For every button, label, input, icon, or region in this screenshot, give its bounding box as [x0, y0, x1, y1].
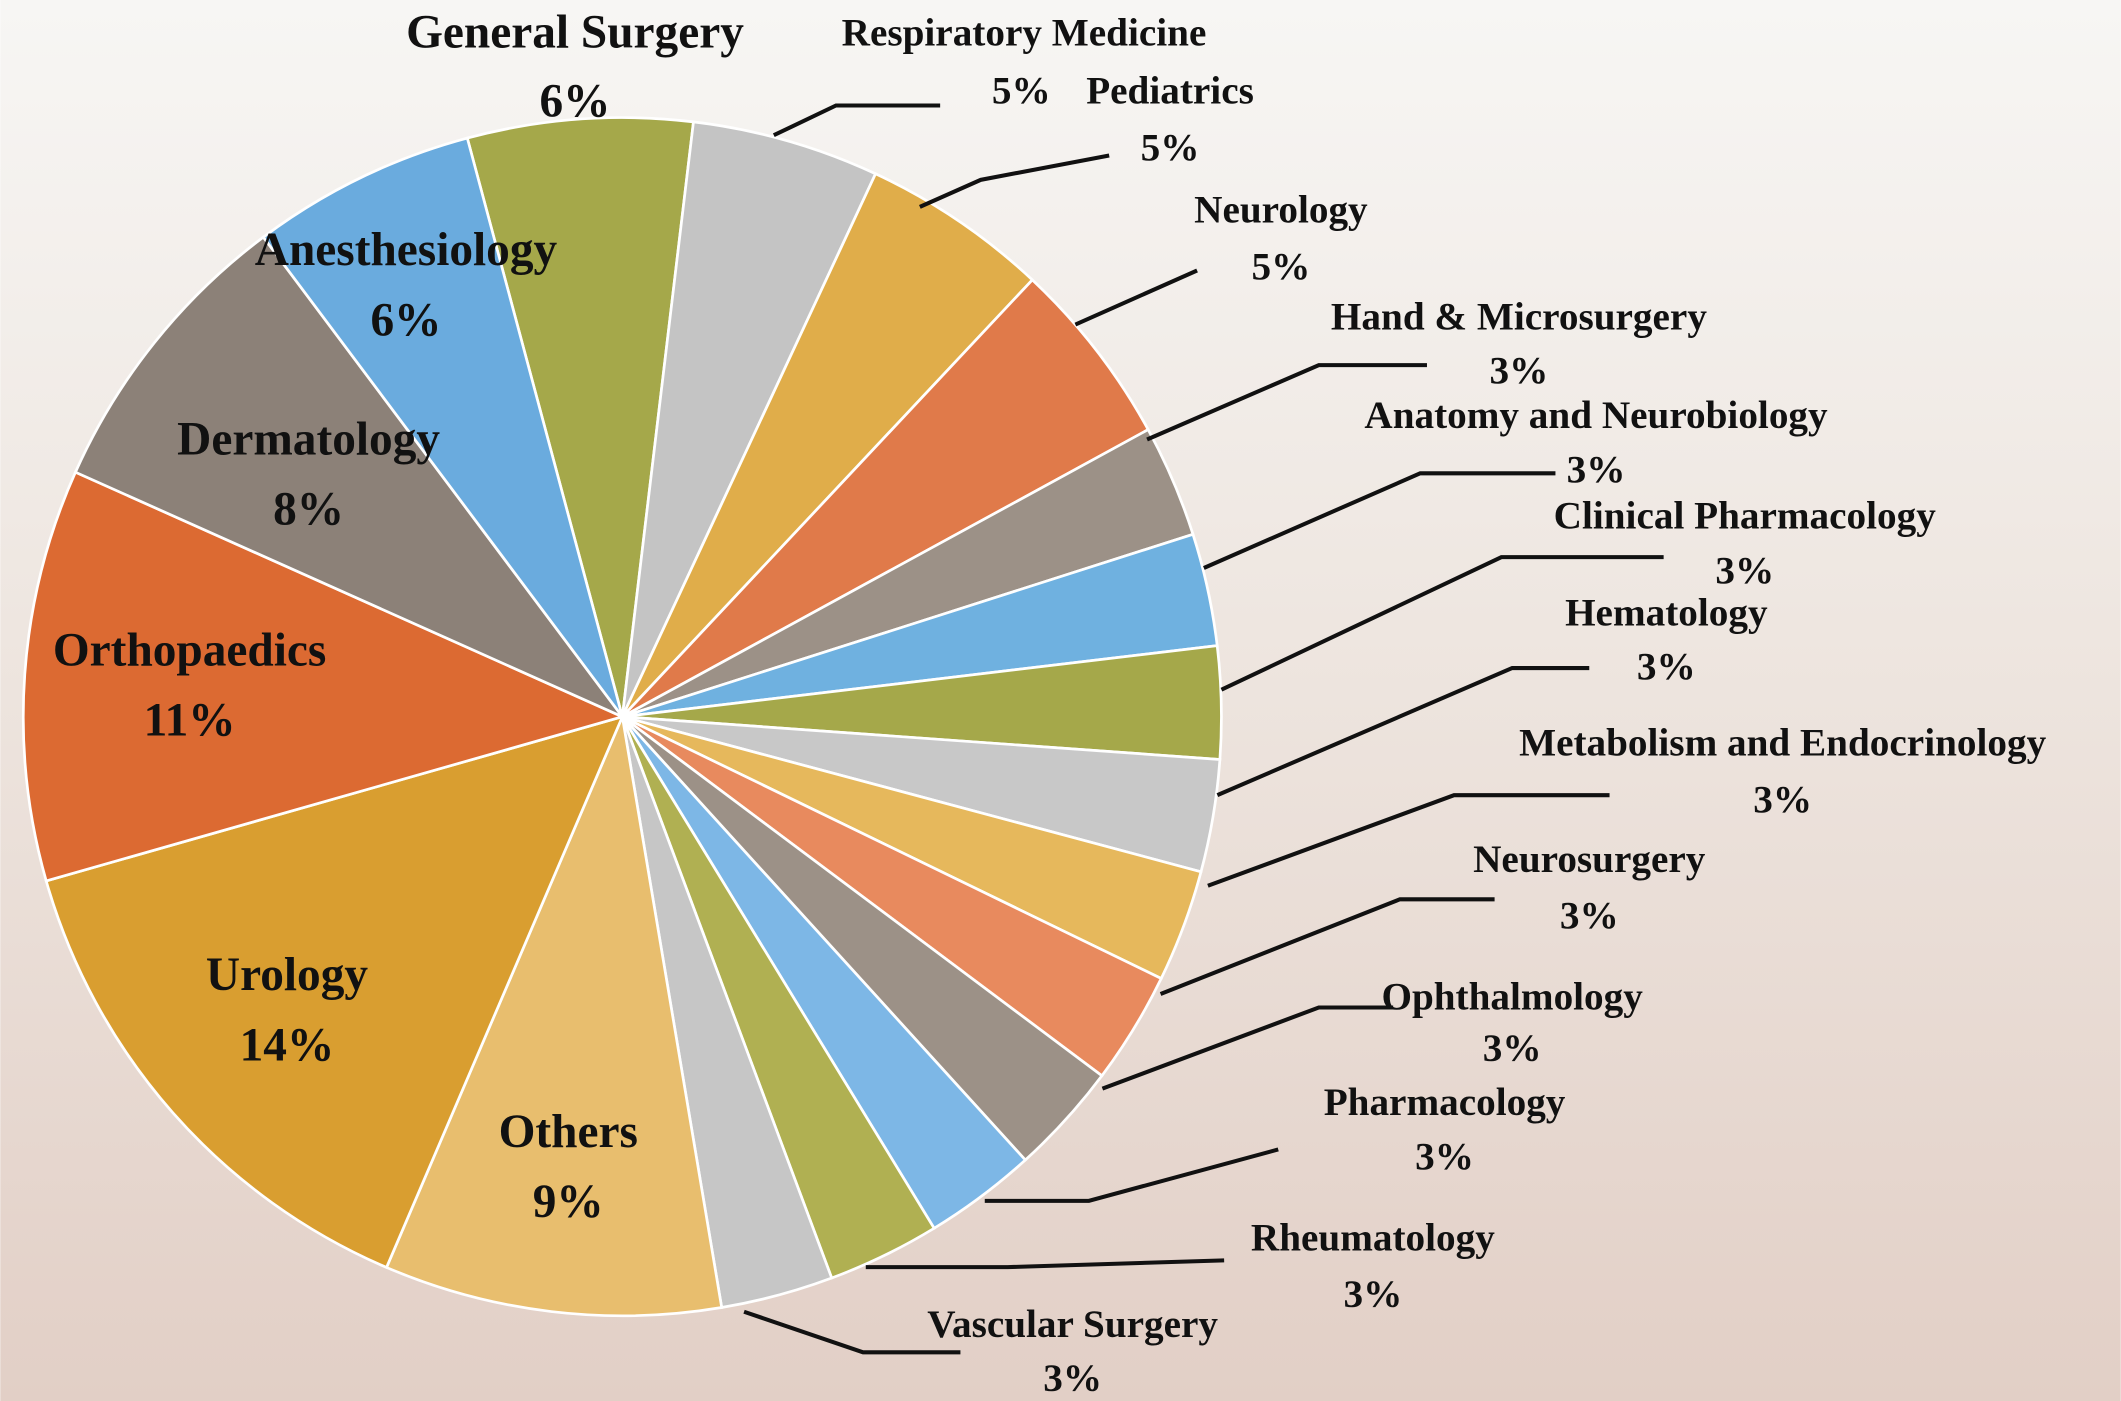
- slice-value-label: 5%: [1252, 245, 1311, 288]
- slice-label: Metabolism and Endocrinology: [1519, 721, 2047, 764]
- slice-label: Urology: [206, 949, 368, 1001]
- slice-label: Dermatology: [177, 413, 440, 465]
- slice-label: Others: [499, 1106, 638, 1158]
- page: {"chart_data": {"type": "pie", "categori…: [0, 0, 2121, 1401]
- slice-label: Rheumatology: [1251, 1216, 1495, 1259]
- slice-label: Hematology: [1565, 592, 1768, 635]
- slice-label: Clinical Pharmacology: [1554, 494, 1937, 537]
- slice-value-label: 11%: [144, 695, 236, 747]
- slice-value-label: 3%: [1637, 646, 1696, 689]
- slice-value-label: 6%: [370, 294, 441, 346]
- slice-value-label: 3%: [1415, 1135, 1474, 1178]
- slice-value-label: 3%: [1567, 448, 1626, 491]
- slice-label: Pediatrics: [1086, 70, 1254, 113]
- slice-value-label: 3%: [1483, 1027, 1542, 1070]
- slice-label: Orthopaedics: [53, 624, 326, 676]
- slice-label: Respiratory Medicine: [842, 12, 1207, 55]
- slice-label: Neurology: [1194, 189, 1368, 232]
- slice-value-label: 3%: [1715, 550, 1774, 593]
- slice-value-label: 5%: [1141, 126, 1200, 169]
- slice-label: Neurosurgery: [1473, 838, 1706, 881]
- slice-value-label: 3%: [1753, 778, 1812, 821]
- slice-value-label: 5%: [992, 70, 1051, 113]
- slice-value-label: 8%: [273, 484, 344, 536]
- slice-label: Vascular Surgery: [927, 1303, 1218, 1346]
- slice-label: Anatomy and Neurobiology: [1364, 394, 1828, 437]
- slice-value-label: 9%: [533, 1176, 604, 1228]
- slice-label: Anesthesiology: [255, 224, 558, 276]
- slice-value-label: 3%: [1560, 895, 1619, 938]
- chart: General Surgery 6% Respiratory Medicine 5% P…: [0, 0, 2121, 1401]
- slice-label: General Surgery: [406, 6, 744, 58]
- slice-label: Hand & Microsurgery: [1331, 295, 1707, 338]
- slice-label: Ophthalmology: [1381, 976, 1643, 1019]
- slice-label: Pharmacology: [1324, 1081, 1566, 1124]
- slice-value-label: 3%: [1343, 1273, 1402, 1316]
- slice-value-label: 3%: [1043, 1357, 1102, 1400]
- slice-value-label: 14%: [240, 1019, 335, 1071]
- slice-value-label: 3%: [1490, 350, 1549, 393]
- slice-value-label: 6%: [540, 75, 611, 127]
